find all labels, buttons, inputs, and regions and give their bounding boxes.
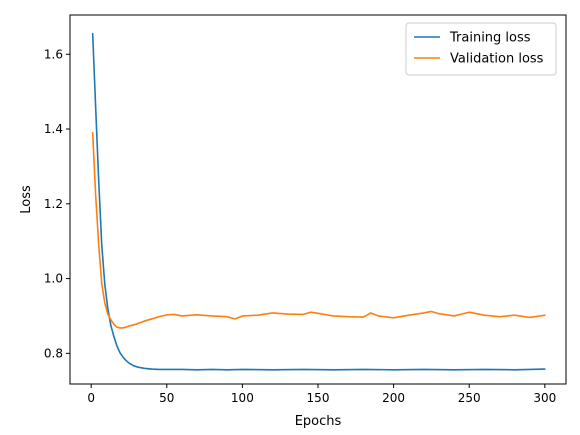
x-tick-label: 250 — [458, 391, 481, 405]
x-tick-label: 200 — [382, 391, 405, 405]
x-tick-label: 150 — [307, 391, 330, 405]
x-axis-ticks: 0 50 100 150 200 250 300 — [87, 384, 556, 405]
y-tick-label: 1.0 — [44, 272, 63, 286]
y-axis-ticks: 0.8 1.0 1.2 1.4 1.6 — [44, 47, 70, 360]
y-tick-label: 1.6 — [44, 47, 63, 61]
x-tick-label: 100 — [231, 391, 254, 405]
series-layer — [91, 32, 546, 371]
x-tick-label: 0 — [87, 391, 95, 405]
y-axis-label: Loss — [19, 185, 34, 214]
y-tick-label: 0.8 — [44, 346, 63, 360]
y-tick-label: 1.2 — [44, 197, 63, 211]
x-tick-label: 50 — [159, 391, 174, 405]
legend: Training loss Validation loss — [405, 22, 557, 76]
y-tick-label: 1.4 — [44, 122, 63, 136]
x-axis-label: Epochs — [295, 414, 342, 429]
series-line-1 — [91, 131, 546, 329]
x-tick-label: 300 — [533, 391, 556, 405]
legend-label-0: Training loss — [449, 31, 531, 46]
legend-label-1: Validation loss — [450, 52, 544, 67]
legend-box — [405, 22, 557, 76]
series-line-0 — [91, 32, 546, 371]
